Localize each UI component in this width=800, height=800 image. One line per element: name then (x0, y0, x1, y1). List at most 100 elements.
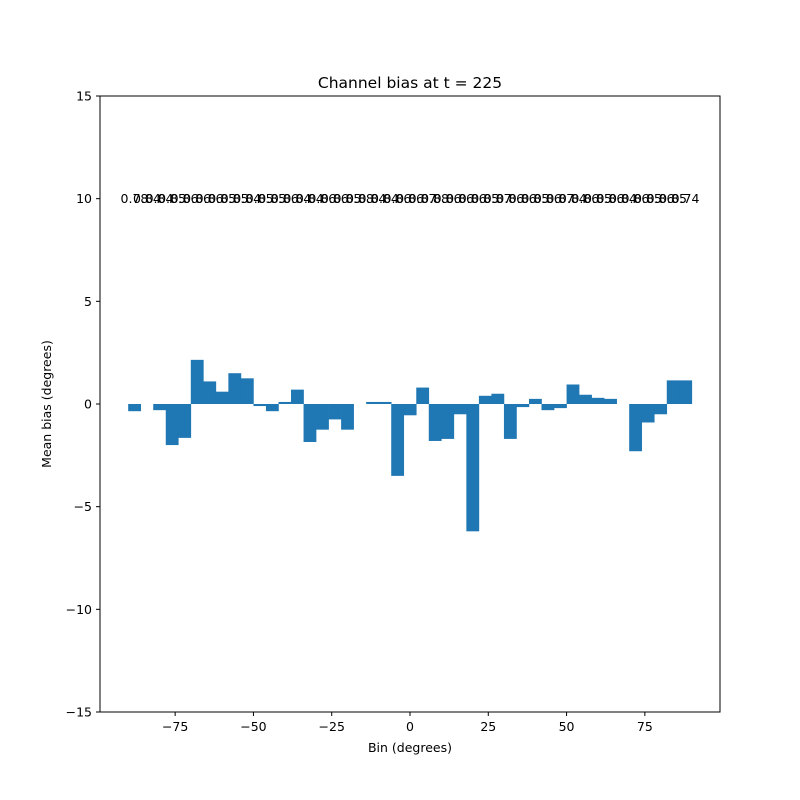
bar (366, 401, 379, 404)
bar (679, 380, 693, 404)
x-tick-label: 25 (480, 719, 496, 734)
bar (416, 387, 430, 404)
bar (190, 359, 204, 404)
bar (503, 404, 517, 439)
bar-annotation: 0.78 (121, 191, 149, 206)
bar-annotation: 0.86 (534, 191, 562, 206)
bar (403, 404, 417, 416)
bar-annotation: 0.85 (333, 191, 361, 206)
bar-annotation: 0.85 (659, 191, 687, 206)
bar-annotation: 0.86 (396, 191, 424, 206)
x-tick-label: −50 (240, 719, 266, 734)
bar-annotation: 0.85 (584, 191, 612, 206)
bar-annotation: 0.84 (371, 191, 399, 206)
bar-annotation: 0.84 (233, 191, 261, 206)
bar-annotation: 0.87 (484, 191, 512, 206)
bar (491, 393, 505, 404)
bar (641, 404, 655, 423)
x-tick-label: 50 (559, 719, 575, 734)
bar (516, 404, 530, 408)
bar (153, 404, 167, 411)
bar-annotation: 0.88 (346, 191, 374, 206)
bar-annotation: 0.86 (509, 191, 537, 206)
bar (453, 404, 467, 415)
bar (253, 404, 267, 407)
bar-annotation: 0.86 (271, 191, 299, 206)
x-tick-label: −75 (162, 719, 188, 734)
bar-annotation: 0.86 (647, 191, 675, 206)
bar-annotation: 0.84 (283, 191, 311, 206)
bar-annotation: 0.84 (146, 191, 174, 206)
bar (128, 404, 142, 412)
y-tick-label: 10 (76, 191, 92, 206)
bar-annotation: 0.84 (358, 191, 386, 206)
bar-annotation: 0.86 (571, 191, 599, 206)
bar (178, 404, 192, 438)
bar-annotation: 0.86 (459, 191, 487, 206)
bar (579, 394, 592, 404)
bar (228, 373, 242, 404)
bar-annotation: 0.86 (434, 191, 462, 206)
bar-annotation: 0.85 (246, 191, 274, 206)
bar-annotation: 0.86 (196, 191, 224, 206)
bars (128, 359, 693, 532)
y-tick-label: 5 (84, 294, 92, 309)
bar (591, 397, 605, 404)
bar-annotation: 0.85 (471, 191, 499, 206)
bar-annotation: 0.86 (308, 191, 336, 206)
bar (391, 404, 405, 476)
y-tick-label: −15 (66, 705, 92, 720)
bar (629, 404, 643, 452)
bar (541, 404, 555, 411)
bar (291, 389, 304, 404)
x-tick-label: 0 (406, 719, 414, 734)
plot-frame (99, 95, 721, 713)
bar-annotation: 0.86 (183, 191, 211, 206)
bar-annotation: 0.85 (521, 191, 549, 206)
bar (278, 401, 292, 404)
bar (203, 381, 217, 404)
bar (303, 404, 317, 442)
bar-annotation: 0.88 (421, 191, 449, 206)
bar-annotation: 0.87 (546, 191, 574, 206)
bar (441, 404, 455, 439)
bar (316, 404, 329, 430)
y-tick-label: 0 (84, 397, 92, 412)
bar-annotation: 0.86 (446, 191, 474, 206)
bar (466, 404, 480, 532)
bar-annotation: 0.86 (321, 191, 349, 206)
bar (265, 404, 279, 412)
bar (528, 398, 542, 404)
bar (328, 404, 342, 420)
bar (604, 398, 617, 404)
x-tick-label: −25 (319, 719, 345, 734)
bar (566, 384, 580, 404)
y-tick-label: −5 (74, 499, 92, 514)
bar-annotation: 0.84 (296, 191, 324, 206)
bar-annotation: 0.84 (559, 191, 587, 206)
x-axis-ticks: −75 −50 −25 0 25 50 75 (162, 712, 653, 734)
bar-annotation: 0.85 (208, 191, 236, 206)
bar-annotation: 0.87 (409, 191, 437, 206)
bar-annotations: 0.780.840.840.850.860.860.860.850.850.84… (121, 191, 700, 206)
x-axis-label: Bin (degrees) (368, 740, 452, 755)
chart-title: Channel bias at t = 225 (318, 74, 502, 92)
bar-annotation: 0.85 (221, 191, 249, 206)
bar (165, 404, 179, 446)
bar (215, 391, 229, 404)
bar-annotation: 0.74 (672, 191, 700, 206)
bar (666, 380, 680, 404)
bar-annotation: 0.86 (596, 191, 624, 206)
bar-annotation: 0.84 (133, 191, 161, 206)
bar-annotation: 0.86 (496, 191, 524, 206)
bar (240, 378, 254, 404)
y-tick-label: −10 (66, 602, 92, 617)
bar (378, 401, 392, 404)
bar (554, 404, 567, 409)
bar-annotation: 0.85 (258, 191, 286, 206)
bar-annotation: 0.84 (609, 191, 637, 206)
bar (428, 404, 442, 441)
